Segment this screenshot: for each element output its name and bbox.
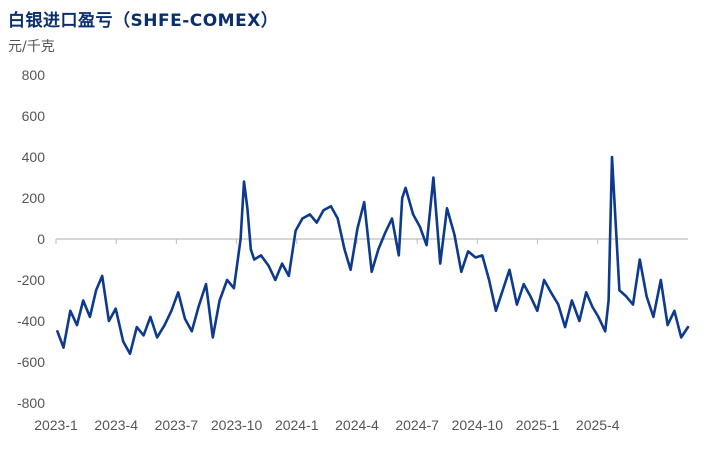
x-axis — [55, 238, 688, 244]
y-tick-label: 400 — [22, 149, 46, 165]
y-axis-ticks: 800 600 400 200 0 -200 -400 -600 -800 — [17, 67, 45, 411]
x-tick-label: 2024-1 — [275, 417, 319, 433]
y-tick-label: 800 — [22, 67, 46, 83]
x-tick-label: 2025-1 — [516, 417, 560, 433]
x-tick-label: 2024-10 — [452, 417, 504, 433]
y-tick-label: -600 — [17, 354, 45, 370]
y-tick-label: -800 — [17, 395, 45, 411]
x-tick-label: 2023-4 — [94, 417, 138, 433]
x-tick-label: 2023-1 — [34, 417, 78, 433]
y-tick-label: -200 — [17, 272, 45, 288]
x-tick-label: 2024-7 — [395, 417, 439, 433]
y-tick-label: 600 — [22, 108, 46, 124]
x-tick-label: 2024-4 — [335, 417, 379, 433]
x-tick-label: 2025-4 — [576, 417, 620, 433]
x-tick-label: 2023-7 — [155, 417, 199, 433]
y-tick-label: 0 — [37, 231, 45, 247]
x-axis-ticks: 2023-1 2023-4 2023-7 2023-10 2024-1 2024-4 202… — [34, 417, 620, 433]
chart-title: 白银进口盈亏（SHFE-COMEX） — [8, 11, 279, 31]
y-tick-label: -400 — [17, 313, 45, 329]
series-line — [56, 155, 690, 356]
y-tick-label: 200 — [22, 190, 46, 206]
x-tick-label: 2023-10 — [211, 417, 263, 433]
y-axis-unit-label: 元/千克 — [8, 39, 55, 55]
